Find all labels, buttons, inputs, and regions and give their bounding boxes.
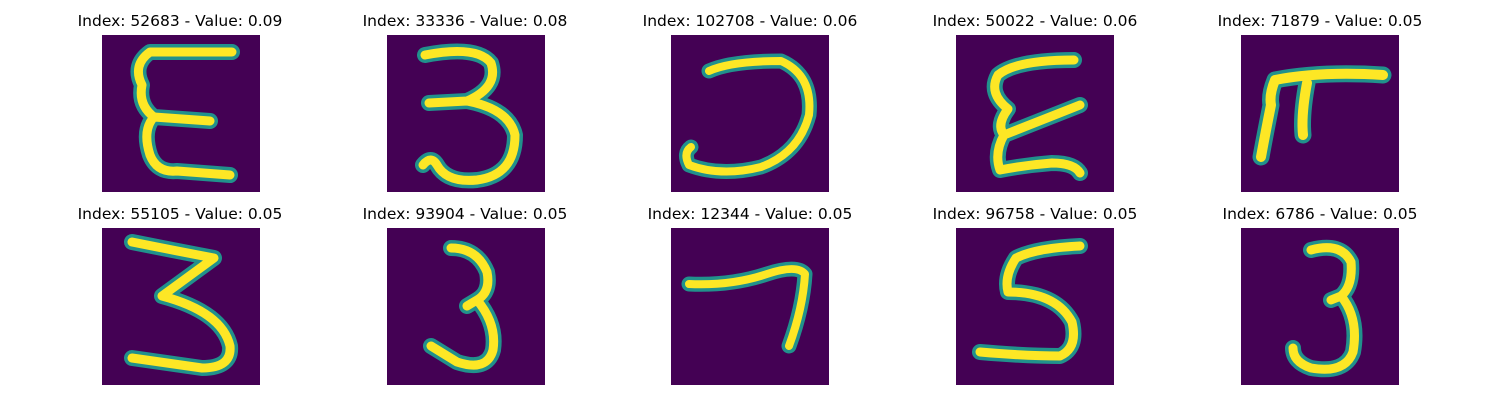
digit-image <box>956 228 1114 385</box>
panel-title: Index: 71879 - Value: 0.05 <box>1217 12 1423 30</box>
panel-title: Index: 33336 - Value: 0.08 <box>362 12 568 30</box>
panel-title: Index: 12344 - Value: 0.05 <box>647 205 853 223</box>
panel-title: Index: 102708 - Value: 0.06 <box>642 12 858 30</box>
digit-image <box>956 35 1114 192</box>
panel-title: Index: 52683 - Value: 0.09 <box>77 12 283 30</box>
panel-title: Index: 96758 - Value: 0.05 <box>932 205 1138 223</box>
digit-image <box>102 35 260 192</box>
digit-image <box>671 35 829 192</box>
panel-title: Index: 6786 - Value: 0.05 <box>1222 205 1418 223</box>
digit-image <box>387 228 545 385</box>
digit-image <box>1241 35 1399 192</box>
panel-title: Index: 93904 - Value: 0.05 <box>362 205 568 223</box>
panel-title: Index: 55105 - Value: 0.05 <box>77 205 283 223</box>
digit-image <box>102 228 260 385</box>
digit-image <box>387 35 545 192</box>
digit-image <box>671 228 829 385</box>
digit-image <box>1241 228 1399 385</box>
panel-title: Index: 50022 - Value: 0.06 <box>932 12 1138 30</box>
